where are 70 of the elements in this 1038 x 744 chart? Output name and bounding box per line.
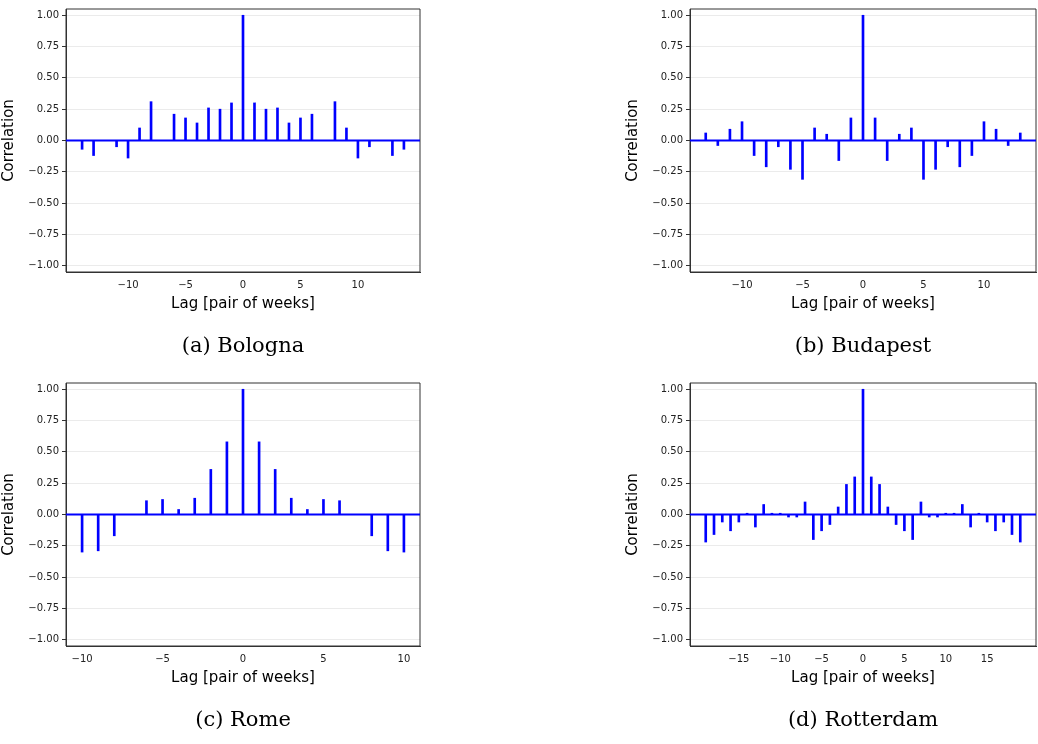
y-tick-label: −0.75 — [28, 602, 59, 614]
text: (b) Budapest — [793, 333, 933, 357]
y-tick-label: 0.00 — [660, 134, 683, 146]
y-tick-label: −0.25 — [652, 165, 683, 177]
y-tick-label: 0.25 — [36, 102, 59, 114]
x-tick-label: −5 — [795, 278, 810, 290]
y-tick-label: 0.00 — [36, 508, 59, 520]
y-tick-label: 0.75 — [36, 40, 59, 52]
x-tick-label: 0 — [859, 278, 867, 290]
y-tick-label: −0.50 — [28, 570, 59, 582]
x-axis-title: Lag [pair of weeks] — [171, 667, 315, 686]
y-tick-label: −0.25 — [28, 165, 59, 177]
y-tick-label: 0.50 — [36, 445, 59, 457]
y-tick-label: 1.00 — [36, 382, 59, 394]
x-tick-label: 10 — [351, 278, 365, 290]
y-tick-label: −1.00 — [28, 259, 59, 271]
x-axis-title: Lag [pair of weeks] — [171, 293, 315, 312]
text: (d) Rotterdam — [786, 707, 940, 731]
x-tick-label: −5 — [178, 278, 193, 290]
x-tick-label: 15 — [980, 652, 994, 664]
x-tick-label: −10 — [769, 652, 791, 664]
y-tick-label: −0.50 — [652, 196, 683, 208]
y-tick-label: 0.25 — [660, 476, 683, 488]
x-tick-label: −15 — [728, 652, 750, 664]
y-tick-label: 1.00 — [660, 8, 683, 20]
y-tick-label: 0.00 — [36, 134, 59, 146]
y-tick-label: −0.25 — [652, 539, 683, 551]
x-tick-label: −10 — [71, 652, 93, 664]
y-tick-label: −0.75 — [652, 602, 683, 614]
y-tick-label: 0.00 — [660, 508, 683, 520]
y-tick-label: 0.75 — [660, 40, 683, 52]
x-tick-label: 5 — [901, 652, 908, 664]
x-tick-label: 0 — [239, 652, 247, 664]
x-tick-label: 5 — [920, 278, 927, 290]
x-tick-label: −5 — [155, 652, 170, 664]
x-tick-label: 10 — [977, 278, 991, 290]
x-tick-label: 10 — [939, 652, 953, 664]
x-tick-label: 5 — [297, 278, 304, 290]
x-tick-label: −5 — [814, 652, 829, 664]
x-tick-label: 0 — [239, 278, 247, 290]
x-tick-label: −10 — [117, 278, 139, 290]
y-tick-label: 0.75 — [36, 414, 59, 426]
y-tick-label: 0.25 — [36, 476, 59, 488]
x-tick-label: −10 — [731, 278, 753, 290]
y-tick-label: −0.50 — [28, 196, 59, 208]
x-tick-label: 0 — [859, 652, 867, 664]
x-axis-title: Lag [pair of weeks] — [791, 667, 935, 686]
y-tick-label: 0.50 — [660, 71, 683, 83]
y-tick-label: 1.00 — [36, 8, 59, 20]
x-axis-title: Lag [pair of weeks] — [791, 293, 935, 312]
y-tick-label: 0.50 — [36, 71, 59, 83]
y-tick-label: −1.00 — [28, 633, 59, 645]
y-tick-label: 0.50 — [660, 445, 683, 457]
y-axis-title: Correlation — [0, 99, 17, 182]
y-axis-title: Correlation — [622, 99, 641, 182]
text: (a) Bologna — [180, 333, 306, 357]
y-tick-label: −0.75 — [28, 228, 59, 240]
y-tick-label: −1.00 — [652, 259, 683, 271]
y-tick-label: −1.00 — [652, 633, 683, 645]
y-tick-label: −0.25 — [28, 539, 59, 551]
y-tick-label: −0.50 — [652, 570, 683, 582]
y-axis-title: Correlation — [0, 473, 17, 556]
x-tick-label: 10 — [397, 652, 411, 664]
text: (c) Rome — [194, 707, 292, 731]
y-axis-title: Correlation — [622, 473, 641, 556]
y-tick-label: −0.75 — [652, 228, 683, 240]
x-tick-label: 5 — [320, 652, 327, 664]
y-tick-label: 0.75 — [660, 414, 683, 426]
y-tick-label: 0.25 — [660, 102, 683, 114]
y-tick-label: 1.00 — [660, 382, 683, 394]
